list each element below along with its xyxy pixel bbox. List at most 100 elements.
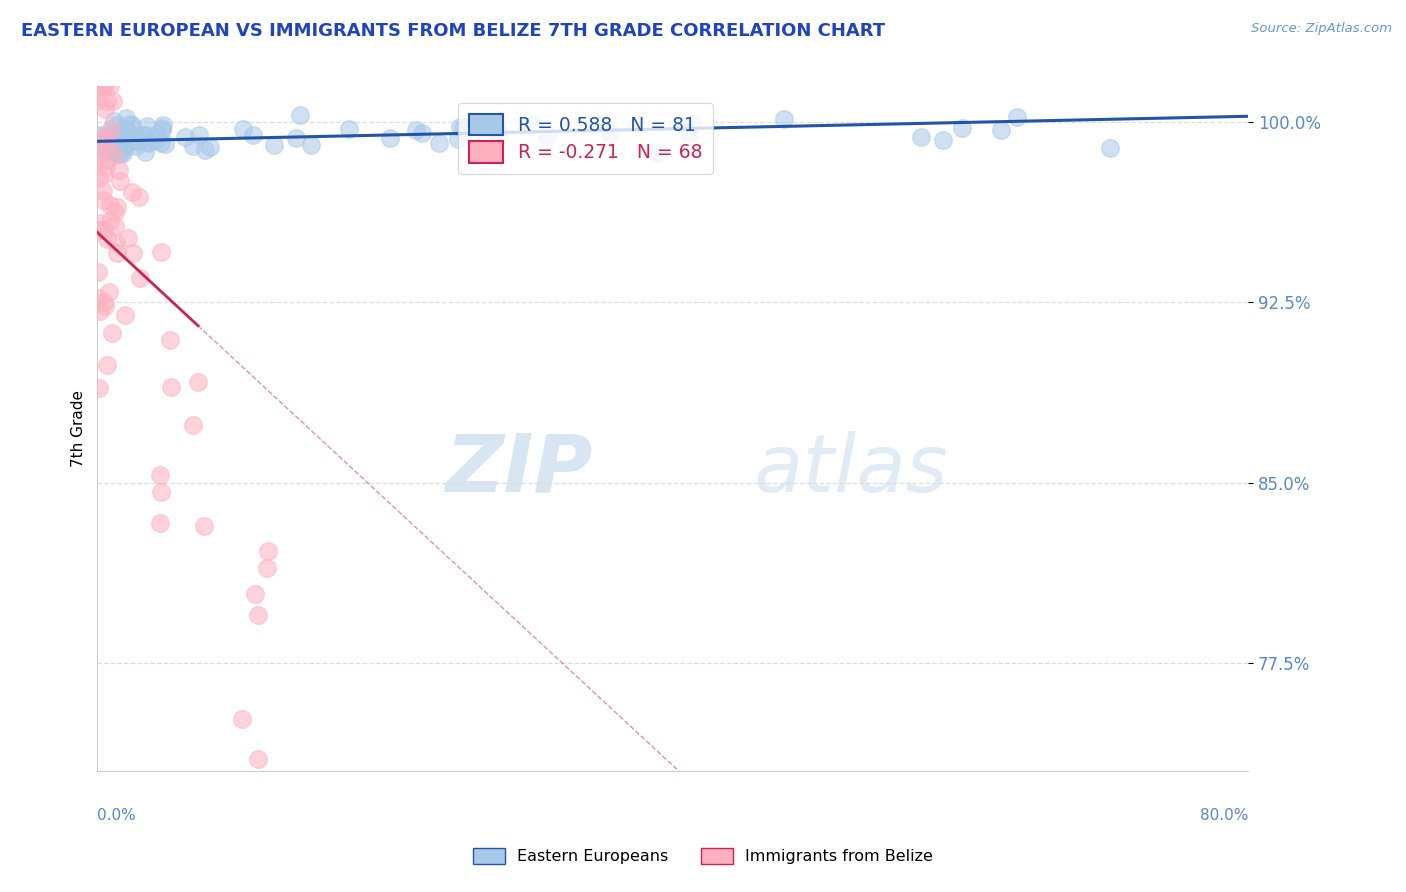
Point: [87, 79, 110, 94]
Point: [93, 221, 115, 235]
Point: [146, 127, 169, 141]
Point: [136, 136, 159, 150]
Point: [149, 467, 172, 482]
Point: [96, 94, 118, 108]
Point: [91, 79, 114, 94]
Point: [87, 79, 110, 94]
Text: atlas: atlas: [754, 431, 948, 508]
Point: [1005, 110, 1028, 124]
Point: [105, 118, 128, 132]
Point: [115, 140, 138, 154]
Point: [150, 484, 173, 499]
Point: [87, 84, 110, 98]
Point: [111, 145, 134, 160]
Point: [181, 417, 204, 432]
Point: [105, 200, 128, 214]
Point: [152, 118, 174, 132]
Point: [108, 147, 131, 161]
Point: [101, 94, 124, 108]
Point: [193, 518, 215, 533]
Point: [121, 186, 143, 200]
Point: [124, 128, 146, 143]
Point: [128, 271, 150, 285]
Point: [87, 170, 110, 185]
Point: [114, 133, 136, 147]
Point: [98, 285, 121, 299]
Point: [107, 145, 129, 160]
Point: [246, 752, 269, 766]
Point: [105, 246, 128, 260]
Point: [94, 160, 117, 174]
Point: [536, 128, 558, 142]
Point: [127, 134, 149, 148]
Point: [160, 379, 183, 393]
Point: [104, 142, 127, 156]
Point: [411, 127, 433, 141]
Point: [115, 122, 138, 136]
Point: [96, 153, 118, 167]
Point: [107, 127, 129, 141]
Point: [87, 149, 110, 163]
Point: [101, 143, 124, 157]
Point: [86, 222, 108, 236]
Point: [299, 137, 322, 152]
Point: [122, 246, 145, 260]
Point: [87, 381, 110, 395]
Point: [105, 132, 128, 146]
Point: [98, 198, 121, 212]
Point: [93, 299, 115, 313]
Point: [451, 120, 474, 135]
Point: [90, 79, 112, 94]
Point: [98, 125, 121, 139]
Legend: Eastern Europeans, Immigrants from Belize: Eastern Europeans, Immigrants from Beliz…: [467, 841, 939, 871]
Point: [96, 359, 118, 373]
Point: [87, 291, 110, 305]
Point: [86, 131, 108, 145]
Point: [120, 117, 142, 131]
Point: [101, 326, 124, 341]
Point: [93, 102, 115, 116]
Point: [773, 112, 796, 126]
Point: [114, 308, 136, 322]
Point: [232, 122, 254, 136]
Point: [122, 134, 145, 148]
Point: [93, 141, 115, 155]
Text: 0.0%: 0.0%: [97, 808, 136, 823]
Point: [87, 93, 110, 107]
Point: [105, 236, 128, 251]
Point: [136, 136, 159, 151]
Point: [120, 133, 142, 147]
Point: [117, 230, 139, 244]
Point: [257, 543, 280, 558]
Point: [98, 79, 121, 94]
Point: [111, 139, 134, 153]
Point: [488, 126, 510, 140]
Point: [112, 138, 135, 153]
Point: [231, 712, 253, 726]
Point: [114, 122, 136, 136]
Legend: R = 0.588   N = 81, R = -0.271   N = 68: R = 0.588 N = 81, R = -0.271 N = 68: [458, 103, 713, 174]
Point: [91, 136, 114, 151]
Point: [194, 143, 217, 157]
Point: [242, 128, 264, 142]
Point: [125, 134, 148, 148]
Point: [96, 131, 118, 145]
Point: [91, 184, 114, 198]
Point: [121, 118, 143, 132]
Point: [449, 120, 471, 135]
Point: [174, 130, 197, 145]
Y-axis label: 7th Grade: 7th Grade: [72, 390, 86, 467]
Point: [108, 162, 131, 177]
Point: [124, 139, 146, 153]
Point: [932, 133, 955, 147]
Point: [93, 193, 115, 207]
Point: [114, 138, 136, 153]
Point: [950, 121, 973, 136]
Point: [89, 128, 111, 142]
Point: [447, 132, 470, 146]
Point: [427, 136, 450, 151]
Point: [114, 112, 136, 126]
Point: [243, 587, 266, 601]
Point: [89, 79, 111, 94]
Point: [150, 122, 173, 136]
